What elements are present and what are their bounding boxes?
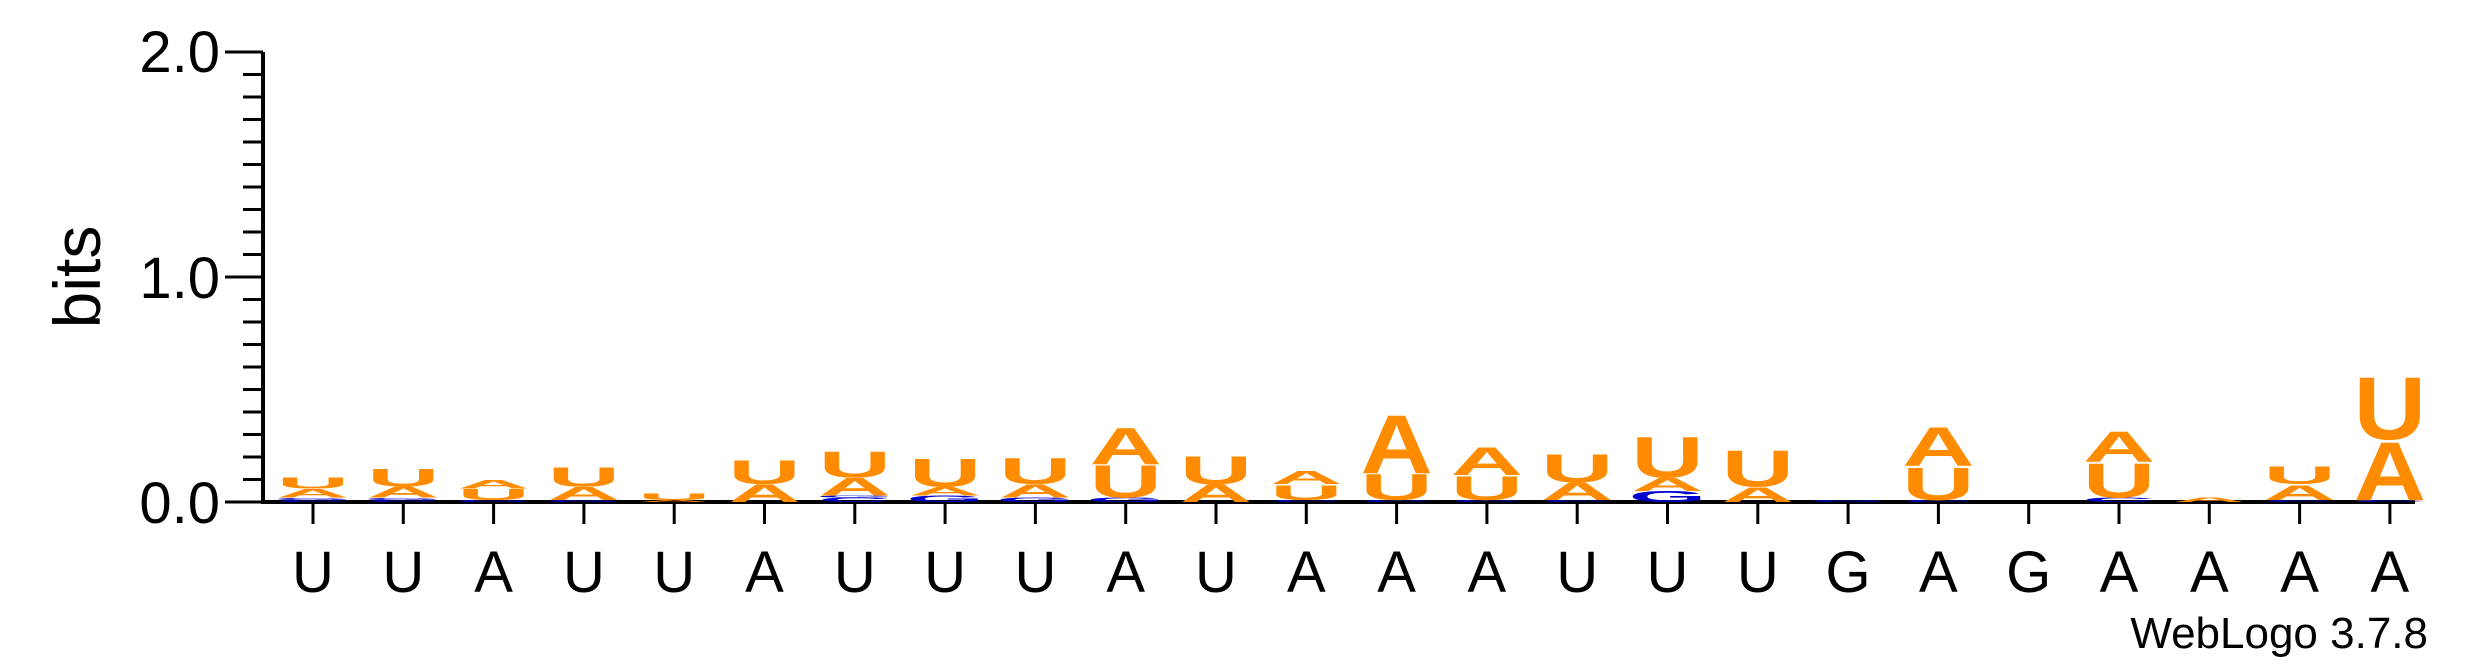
logo-letter-U: U: [1902, 458, 1974, 510]
logo-letter-C: C: [1270, 499, 1342, 502]
logo-letter-C: C: [819, 497, 891, 504]
logo-letter-G: G: [364, 497, 442, 500]
x-tick-label: U: [1647, 540, 1689, 605]
x-tick-label: U: [1195, 540, 1237, 605]
x-tick-label: A: [745, 540, 784, 605]
logo-letter-G: G: [545, 499, 623, 502]
logo-letter-A: A: [277, 487, 349, 501]
weblogo-credit: WebLogo 3.7.8: [2130, 609, 2428, 658]
logo-letter-U: U: [1722, 439, 1794, 497]
x-tick-label: U: [834, 540, 876, 605]
logo-letter-C: C: [1902, 499, 1974, 502]
logo-letter-A: A: [1270, 468, 1342, 489]
logo-letter-U: U: [548, 461, 620, 492]
logo-letter-U: U: [457, 486, 529, 503]
logo-letter-U: U: [2083, 453, 2155, 508]
axes: 2.0 1.0 0.0 bits: [40, 20, 2415, 536]
logo-letter-U: U: [277, 475, 349, 492]
logo-letter-U: U: [1090, 455, 1162, 507]
ytick-label-top: 2.0: [139, 20, 220, 85]
x-tick-label: A: [2280, 540, 2319, 605]
logo-letter-A: A: [457, 478, 529, 492]
logo-letter-C: C: [277, 499, 349, 502]
logo-letter-A: A: [1360, 399, 1432, 491]
logo-letter-A: A: [548, 483, 620, 504]
logo-letter-G: G: [1809, 499, 1887, 502]
x-tick-label: A: [1287, 540, 1326, 605]
logo-letter-A: A: [2173, 497, 2245, 504]
logo-letter-C: C: [1451, 499, 1523, 502]
logo-letter-A: A: [1631, 474, 1703, 495]
logo-letter-A: A: [1722, 483, 1794, 507]
logo-letter-U: U: [2354, 359, 2426, 459]
logo-letter-C: C: [367, 499, 439, 502]
logo-letter-A: A: [367, 484, 439, 501]
logo-letter-U: U: [1360, 466, 1432, 507]
x-tick-label: G: [2006, 540, 2051, 605]
x-tick-label: A: [474, 540, 513, 605]
ytick-label-bottom: 0.0: [139, 471, 220, 536]
logo-letter-A: A: [1090, 416, 1162, 474]
x-tick-label: U: [382, 540, 424, 605]
logo-letter-U: U: [367, 464, 439, 491]
logo-letter-U: U: [728, 453, 800, 491]
logo-letter-A: A: [819, 473, 891, 500]
logo-letter-A: A: [999, 481, 1071, 502]
logo-letter-G: G: [1087, 497, 1165, 504]
logo-letter-U: U: [1541, 446, 1613, 491]
x-tick-label: U: [292, 540, 334, 605]
x-tick-label: A: [1106, 540, 1145, 605]
logo-letter-U: U: [2263, 462, 2335, 489]
x-tick-label: U: [924, 540, 966, 605]
logo-letter-G: G: [274, 497, 352, 500]
y-axis-label: bits: [40, 226, 114, 329]
logo-letter-A: A: [1902, 417, 1974, 479]
logo-letter-U: U: [1180, 448, 1252, 493]
y-ticks: [225, 50, 263, 504]
logo-letter-U: U: [1631, 425, 1703, 490]
logo-letter-U: U: [638, 492, 710, 502]
x-tick-label: U: [1737, 540, 1779, 605]
logo-letter-G: G: [997, 497, 1075, 504]
logo-letter-A: A: [909, 484, 981, 498]
x-tick-label: U: [1014, 540, 1056, 605]
x-tick-label: U: [563, 540, 605, 605]
x-tick-label: A: [2371, 540, 2410, 605]
logo-letter-C: C: [1360, 499, 1432, 502]
logo-letter-A: A: [1541, 478, 1613, 505]
logo-letter-G: G: [455, 499, 533, 502]
logo-letter-A: A: [638, 499, 710, 502]
logo-letter-U: U: [909, 450, 981, 495]
ytick-label-mid: 1.0: [139, 246, 220, 311]
logo-letter-U: U: [1451, 469, 1523, 507]
x-tick-label: A: [1377, 540, 1416, 605]
logo-letter-A: A: [1451, 439, 1523, 484]
logo-letter-C: C: [2354, 499, 2426, 502]
x-tick-label: U: [1556, 540, 1598, 605]
logo-letter-A: A: [2263, 481, 2335, 505]
logo-letter-C: C: [2263, 499, 2335, 502]
logo-letter-G: G: [1629, 488, 1707, 505]
logo-letter-G: G: [906, 494, 984, 504]
x-tick-label: G: [1826, 540, 1871, 605]
x-tick-label: A: [1468, 540, 1507, 605]
x-tick-label: U: [653, 540, 695, 605]
logo-letter-C: C: [2083, 497, 2155, 504]
x-tick-label: A: [2190, 540, 2229, 605]
logo-letter-C: C: [1541, 499, 1613, 502]
x-tick-label: A: [2100, 540, 2139, 605]
logo-letter-G: G: [816, 495, 894, 498]
logo-letter-U: U: [819, 444, 891, 485]
x-tick-label: A: [1919, 540, 1958, 605]
logo-letter-A: A: [2083, 423, 2155, 471]
logo-letter-U: U: [1270, 481, 1342, 505]
logo-letter-U: U: [999, 451, 1071, 492]
